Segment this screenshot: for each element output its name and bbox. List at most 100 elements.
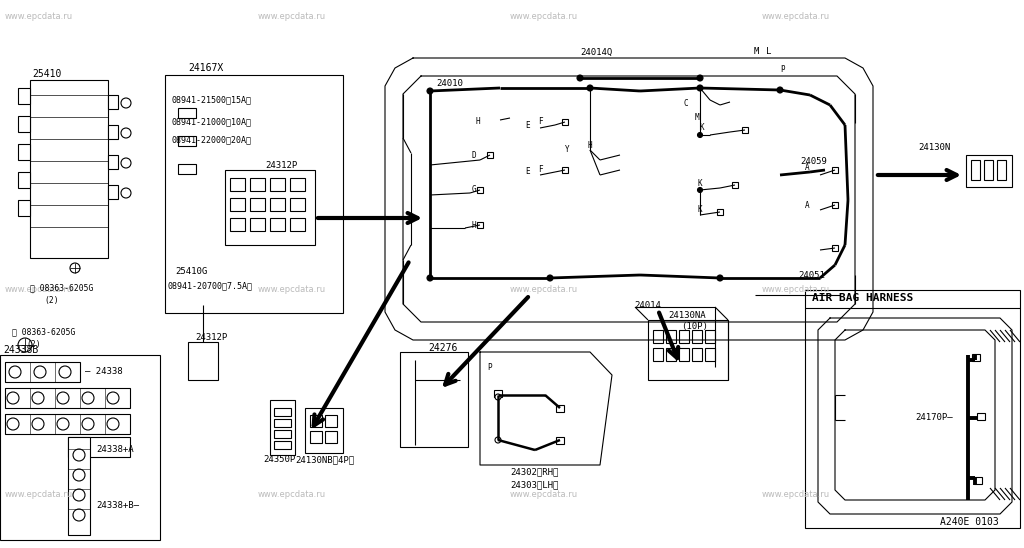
Circle shape [106,392,119,404]
Circle shape [697,133,702,138]
Circle shape [697,187,702,192]
Bar [108,185,118,199]
Bar [556,405,564,412]
Bar [477,222,483,228]
Text: Y: Y [565,146,569,155]
Text: L: L [766,48,771,56]
Bar [30,80,108,258]
Bar [494,390,502,397]
Bar [984,160,993,180]
Text: — 24338: — 24338 [85,368,123,376]
Bar [270,198,285,211]
Bar [310,415,322,427]
Bar [274,430,291,438]
Bar [18,116,30,132]
Text: 24276: 24276 [428,343,458,353]
Circle shape [121,98,131,108]
Bar [108,155,118,169]
Bar [274,408,291,416]
Circle shape [7,392,19,404]
Circle shape [106,418,119,430]
Bar [274,441,291,449]
Bar [5,388,130,408]
Bar [831,167,838,173]
Bar [653,348,663,361]
Text: (2): (2) [44,295,58,305]
Circle shape [73,469,85,481]
Bar [225,170,315,245]
Text: 08941-22000〈20A〉: 08941-22000〈20A〉 [172,135,252,145]
Text: H: H [472,220,476,230]
Text: 25410: 25410 [32,69,61,79]
Circle shape [547,275,553,281]
Bar [562,167,568,173]
Text: (10P): (10P) [681,322,708,330]
Bar [487,152,493,158]
Text: AIR BAG HARNESS: AIR BAG HARNESS [812,293,913,303]
Circle shape [57,392,69,404]
Text: 24302〈RH〉: 24302〈RH〉 [510,467,558,477]
Text: 24014: 24014 [634,301,660,311]
Text: www.epcdata.ru: www.epcdata.ru [762,285,830,294]
Bar [18,200,30,216]
Bar [705,348,715,361]
Bar [230,218,245,231]
Bar [290,198,305,211]
Bar [966,155,1012,187]
Text: A: A [805,201,810,209]
Text: Ⓢ 08363-6205G: Ⓢ 08363-6205G [12,328,76,336]
Text: F: F [538,165,543,174]
Bar [250,218,265,231]
Bar [666,348,676,361]
Bar [5,362,80,382]
Text: www.epcdata.ru: www.epcdata.ru [258,285,326,294]
Circle shape [73,489,85,501]
Bar [742,127,748,133]
Text: 08941-21500〈15A〉: 08941-21500〈15A〉 [172,95,252,105]
Bar [977,413,985,420]
Text: 24312P: 24312P [265,161,297,169]
Bar [68,437,130,457]
Circle shape [427,275,433,281]
Text: 24014Q: 24014Q [580,48,612,56]
Bar [325,431,337,443]
Circle shape [121,128,131,138]
Bar [732,182,738,188]
Bar [325,415,337,427]
Bar [556,437,564,444]
Text: 24130NA: 24130NA [668,311,706,321]
Bar [230,198,245,211]
Circle shape [717,275,723,281]
Text: A240E 0103: A240E 0103 [940,517,998,527]
Text: www.epcdata.ru: www.epcdata.ru [258,12,326,21]
Bar [290,218,305,231]
Circle shape [121,188,131,198]
Bar [178,108,196,118]
Bar [477,187,483,193]
Text: 24010: 24010 [436,78,463,88]
Text: F: F [538,117,543,127]
Text: 24130NB〈4P〉: 24130NB〈4P〉 [295,455,354,465]
Bar [562,119,568,125]
Bar [971,160,980,180]
Text: K: K [698,206,702,214]
Bar [18,88,30,104]
Circle shape [697,75,703,81]
Circle shape [70,263,80,273]
Bar [250,178,265,191]
Bar [972,354,980,361]
Bar [108,125,118,139]
Text: K: K [700,123,705,133]
Bar [705,330,715,343]
Bar [5,414,130,434]
Circle shape [32,392,44,404]
Text: www.epcdata.ru: www.epcdata.ru [510,285,579,294]
Text: A: A [805,163,810,173]
Bar [188,342,218,380]
Bar [68,437,90,535]
Text: 08941-21000〈10A〉: 08941-21000〈10A〉 [172,117,252,127]
Circle shape [34,366,46,378]
Text: www.epcdata.ru: www.epcdata.ru [5,490,73,499]
Bar [679,348,689,361]
Bar [305,408,343,453]
